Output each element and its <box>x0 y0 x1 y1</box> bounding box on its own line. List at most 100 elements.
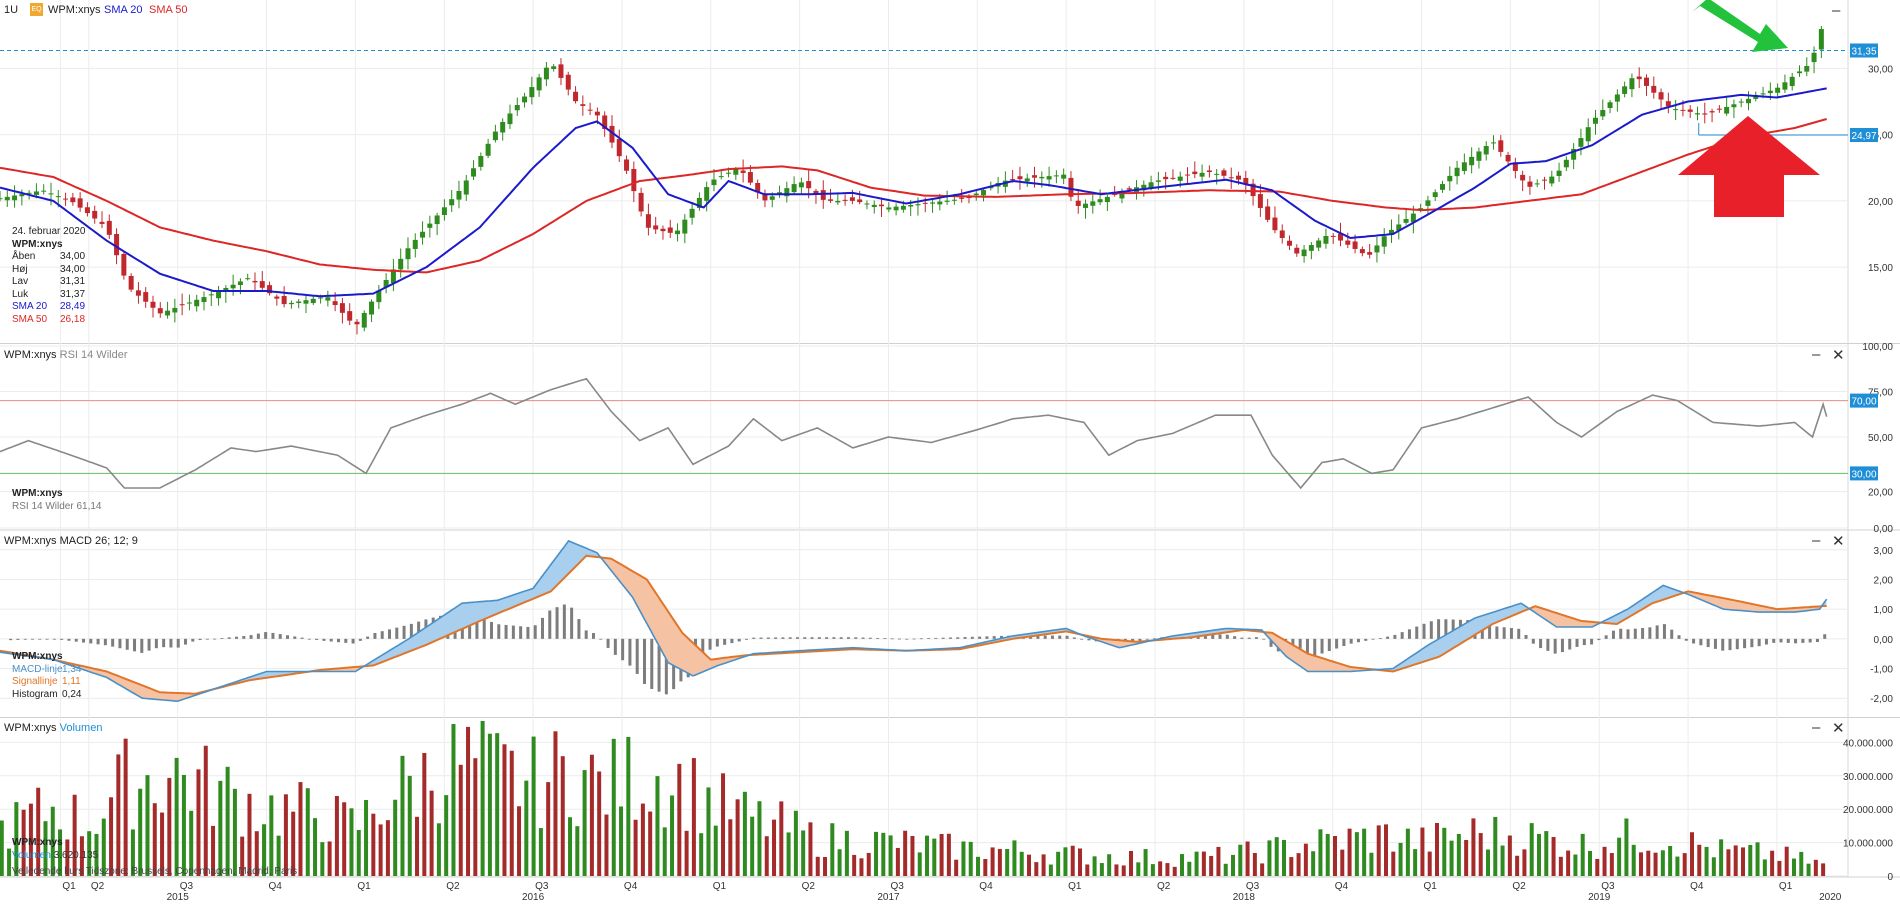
macd-close-icon[interactable]: ✕ <box>1832 533 1845 550</box>
volume-y-tick-label: 30.000.000 <box>1843 772 1893 783</box>
histogram-bar <box>1145 638 1149 640</box>
histogram-bar <box>1451 619 1455 639</box>
volume-bar <box>684 830 689 876</box>
rsi-close-icon[interactable]: ✕ <box>1832 347 1845 364</box>
candle <box>478 156 484 167</box>
candle <box>602 115 608 129</box>
candle <box>420 231 426 238</box>
histogram-bar <box>562 604 566 639</box>
sma50-legend[interactable]: SMA 50 <box>149 4 188 16</box>
volume-close-icon[interactable]: ✕ <box>1832 720 1845 737</box>
histogram-bar <box>1036 635 1040 639</box>
histogram-bar <box>744 638 748 640</box>
candle <box>194 299 200 307</box>
volume-minimize-icon[interactable]: – <box>1812 719 1821 736</box>
price-callout-badge <box>1850 128 1878 143</box>
candle <box>1097 199 1103 203</box>
volume-bar <box>655 776 660 876</box>
x-quarter-label: Q2 <box>91 881 105 892</box>
histogram-bar <box>956 637 960 639</box>
volume-bar <box>1522 849 1527 876</box>
volume-bar <box>1711 857 1716 876</box>
candle <box>1534 183 1540 185</box>
histogram-bar <box>723 638 727 645</box>
price-minimize-icon[interactable]: – <box>1832 2 1841 19</box>
volume-bar <box>1143 849 1148 876</box>
histogram-bar <box>1706 638 1710 648</box>
volume-bar <box>407 775 412 876</box>
volume-bar <box>334 795 339 876</box>
candle <box>179 304 185 306</box>
volume-bar <box>138 788 143 876</box>
histogram-bar <box>1611 630 1615 639</box>
volume-bar <box>1085 864 1090 876</box>
histogram-bar <box>533 625 537 639</box>
volume-bar <box>232 788 237 876</box>
histogram-bar <box>650 638 654 689</box>
candle <box>1177 176 1183 181</box>
histogram-bar <box>628 638 632 666</box>
volume-bar <box>1791 858 1796 876</box>
volume-bar <box>997 848 1002 876</box>
histogram-bar <box>271 632 275 639</box>
candle <box>1359 249 1365 254</box>
candle <box>922 202 928 204</box>
candle <box>135 290 141 296</box>
volume-bar <box>1427 851 1432 876</box>
histogram-bar <box>1247 637 1251 639</box>
volume-bar <box>1180 854 1185 876</box>
macd-minimize-icon[interactable]: – <box>1812 532 1821 549</box>
rsi-y-tick-label: 50,00 <box>1868 433 1893 444</box>
histogram-bar <box>599 638 603 640</box>
volume-bar <box>1405 828 1410 876</box>
candle <box>1381 236 1387 247</box>
x-quarter-label: Q1 <box>1068 881 1082 892</box>
candle <box>376 290 382 303</box>
histogram-bar <box>854 637 858 639</box>
candle <box>92 210 98 219</box>
candle <box>1767 90 1773 94</box>
candle <box>813 190 819 195</box>
candle <box>1257 194 1263 208</box>
volume-bar <box>130 829 135 876</box>
volume-bar <box>1376 825 1381 876</box>
histogram-bar <box>125 638 129 650</box>
candle <box>857 199 863 203</box>
volume-bar <box>364 800 369 876</box>
volume-bar <box>58 829 63 876</box>
candle <box>1192 171 1198 175</box>
histogram-bar <box>1575 638 1579 647</box>
volume-bar <box>1675 856 1680 876</box>
volume-bar <box>932 838 937 876</box>
rsi-level-label: 70,00 <box>1851 397 1876 408</box>
sma20-legend[interactable]: SMA 20 <box>104 4 143 16</box>
volume-bar <box>691 758 696 876</box>
green-arrow-shape <box>1692 0 1788 52</box>
histogram-bar <box>1415 626 1419 639</box>
candle <box>252 280 258 283</box>
histogram-bar <box>548 610 552 639</box>
rsi-minimize-icon[interactable]: – <box>1812 346 1821 363</box>
histogram-bar <box>1823 634 1827 639</box>
volume-bar <box>954 859 959 876</box>
candle <box>1491 142 1497 144</box>
candle <box>871 204 877 208</box>
volume-bar <box>706 787 711 876</box>
histogram-bar <box>832 637 836 639</box>
volume-bar <box>582 770 587 876</box>
candle <box>1024 178 1030 182</box>
candle <box>19 194 25 197</box>
volume-bar <box>793 810 798 876</box>
histogram-bar <box>1815 638 1819 643</box>
volume-bar <box>371 813 376 876</box>
volume-bar <box>575 826 580 876</box>
candle <box>412 239 418 249</box>
histogram-bar <box>1065 635 1069 639</box>
histogram-bar <box>256 633 260 639</box>
histogram-bar <box>657 638 661 692</box>
volume-bar <box>1063 847 1068 876</box>
candle <box>1155 180 1161 182</box>
interval-label[interactable]: 1U <box>4 4 19 16</box>
candle <box>463 180 469 195</box>
